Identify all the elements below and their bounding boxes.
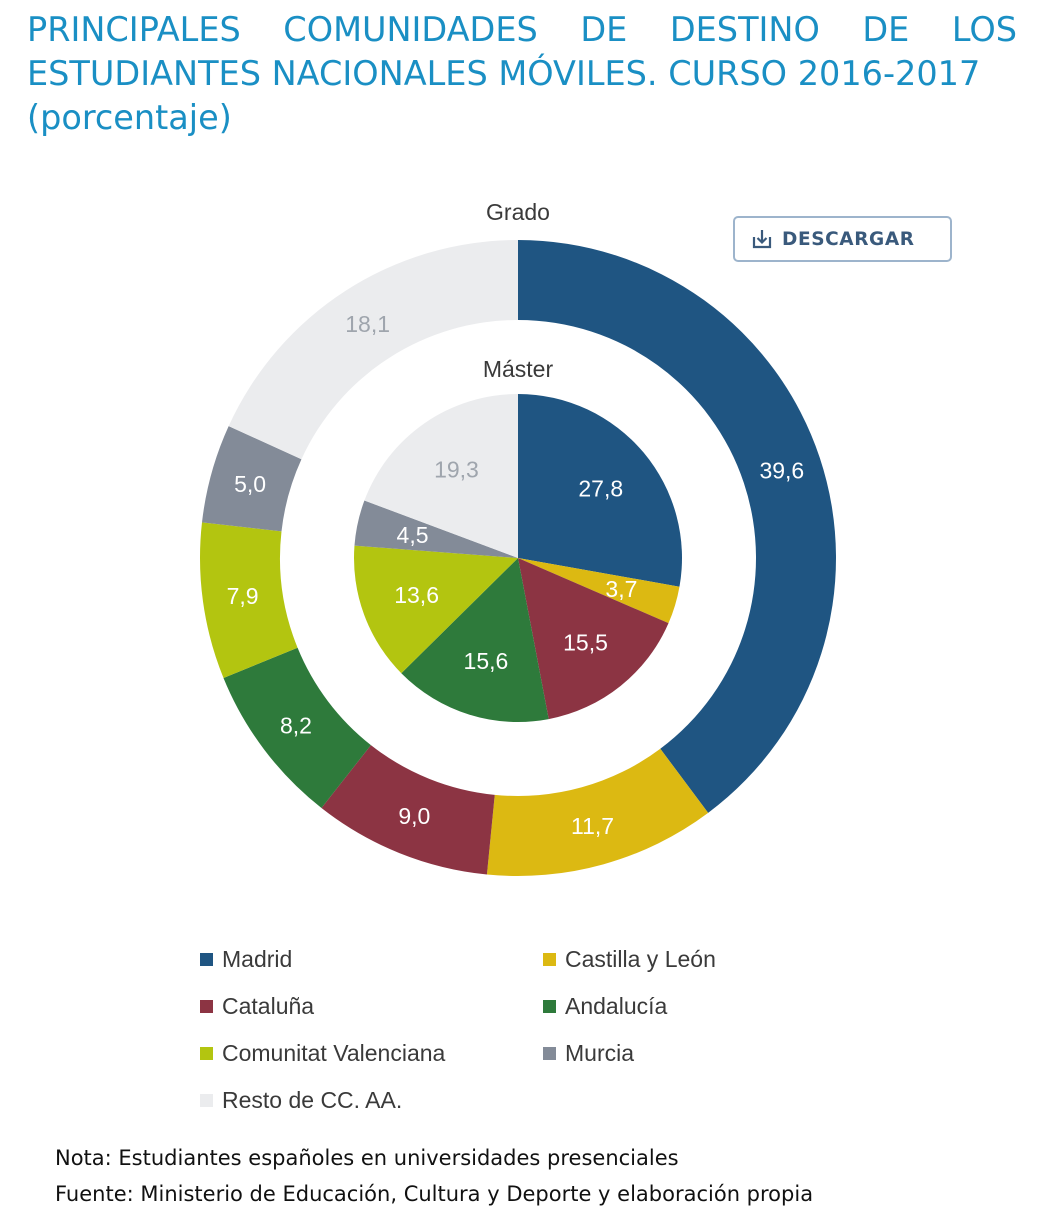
slice-master-madrid bbox=[518, 394, 682, 587]
data-label-master-comunitat-valenciana: 13,6 bbox=[394, 582, 439, 608]
chart-title-line-1: PRINCIPALES COMUNIDADES DE DESTINO DE LO… bbox=[27, 10, 1017, 49]
data-label-grado-castilla-y-leon: 11,7 bbox=[571, 813, 614, 839]
data-label-master-castilla-y-leon: 3,7 bbox=[605, 576, 637, 602]
legend-label: Andalucía bbox=[565, 993, 668, 1019]
source-text: Fuente: Ministerio de Educación, Cultura… bbox=[55, 1182, 814, 1206]
data-label-grado-madrid: 39,6 bbox=[759, 457, 804, 483]
slice-grado-cataluna bbox=[321, 745, 495, 875]
slice-master-comunitat-valenciana bbox=[354, 545, 518, 674]
legend-swatch bbox=[543, 953, 556, 966]
legend-label: Castilla y León bbox=[565, 946, 716, 972]
data-label-master-resto-de-cc-aa: 19,3 bbox=[434, 456, 479, 482]
donut-chart: 39,6 11,7 9,0 8,2 7,9 5,0 18,1 Grado 27,8 3,7 15,5… bbox=[200, 199, 836, 876]
slice-master-castilla-y-leon bbox=[518, 558, 680, 624]
data-label-master-murcia: 4,5 bbox=[397, 522, 429, 548]
data-label-grado-cataluna: 9,0 bbox=[398, 803, 430, 829]
slice-grado-resto-de-cc-aa bbox=[228, 239, 518, 460]
legend-item-cataluna: Cataluña bbox=[200, 993, 314, 1020]
slice-master-andalucia bbox=[401, 558, 549, 722]
chart-title-line-2: ESTUDIANTES NACIONALES MÓVILES. CURSO 20… bbox=[27, 54, 981, 93]
data-label-grado-resto-de-cc-aa: 18,1 bbox=[345, 311, 390, 337]
legend-swatch bbox=[200, 1047, 213, 1060]
chart-notes: Nota: Estudiantes españoles en universid… bbox=[55, 1140, 813, 1212]
legend-swatch bbox=[543, 1000, 556, 1013]
legend-item-andalucia: Andalucía bbox=[543, 993, 667, 1020]
legend-swatch bbox=[200, 953, 213, 966]
legend-swatch bbox=[543, 1047, 556, 1060]
legend-label: Comunitat Valenciana bbox=[222, 1040, 446, 1066]
legend-item-castilla-y-leon: Castilla y León bbox=[543, 946, 716, 973]
slice-grado-murcia bbox=[201, 426, 302, 532]
outer-ring-grado: 39,6 11,7 9,0 8,2 7,9 5,0 18,1 bbox=[200, 239, 836, 876]
slice-grado-madrid bbox=[518, 240, 836, 813]
chart-title: PRINCIPALES COMUNIDADES DE DESTINO DE LO… bbox=[27, 8, 1017, 140]
slice-master-resto-de-cc-aa bbox=[364, 394, 518, 558]
slice-grado-andalucia bbox=[223, 647, 371, 809]
legend-item-resto-de-cc-aa: Resto de CC. AA. bbox=[200, 1087, 402, 1114]
slice-master-cataluna bbox=[518, 558, 669, 720]
download-icon bbox=[752, 230, 772, 249]
legend-swatch bbox=[200, 1000, 213, 1013]
legend-label: Madrid bbox=[222, 946, 293, 972]
series-title-grado: Grado bbox=[486, 199, 550, 225]
download-button[interactable]: DESCARGAR bbox=[733, 216, 952, 262]
slice-master-murcia bbox=[354, 500, 518, 558]
legend-swatch bbox=[200, 1094, 213, 1107]
legend-item-madrid: Madrid bbox=[200, 946, 292, 973]
slice-grado-comunitat-valenciana bbox=[200, 522, 298, 678]
inner-ring-máster: 27,8 3,7 15,5 15,6 13,6 4,5 19,3 bbox=[354, 394, 682, 722]
note-text: Nota: Estudiantes españoles en universid… bbox=[55, 1146, 679, 1170]
data-label-grado-murcia: 5,0 bbox=[234, 471, 266, 497]
data-label-grado-andalucia: 8,2 bbox=[280, 712, 312, 738]
legend-label: Resto de CC. AA. bbox=[222, 1087, 403, 1113]
data-label-master-andalucia: 15,6 bbox=[464, 648, 509, 674]
series-title-master: Máster bbox=[483, 356, 554, 382]
legend-label: Murcia bbox=[565, 1040, 635, 1066]
slice-grado-castilla-y-leon bbox=[486, 748, 709, 876]
data-label-master-madrid: 27,8 bbox=[578, 476, 623, 502]
data-label-grado-comunitat-valenciana: 7,9 bbox=[227, 583, 259, 609]
legend-item-murcia: Murcia bbox=[543, 1040, 634, 1067]
legend-label: Cataluña bbox=[222, 993, 315, 1019]
chart-title-line-3: (porcentaje) bbox=[27, 98, 232, 137]
data-label-master-cataluna: 15,5 bbox=[563, 629, 608, 655]
legend-item-comunitat-valenciana: Comunitat Valenciana bbox=[200, 1040, 445, 1067]
download-button-label: DESCARGAR bbox=[782, 228, 915, 250]
